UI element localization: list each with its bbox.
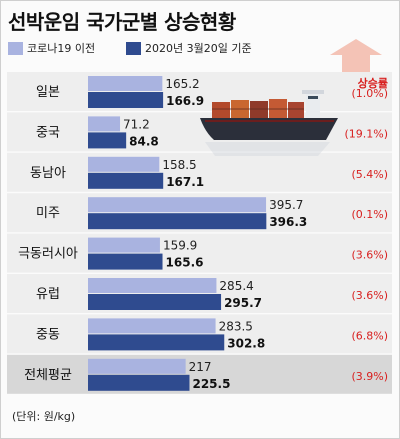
increase-rate-label: (1.0%) <box>351 87 388 100</box>
increase-rate-label: (6.8%) <box>351 329 388 342</box>
category-label: 극동러시아 <box>18 247 78 262</box>
value-label-after: 166.9 <box>166 94 204 108</box>
value-label-before: 285.4 <box>219 279 253 293</box>
value-label-after: 165.6 <box>166 256 204 270</box>
value-label-before: 395.7 <box>269 198 303 212</box>
value-label-before: 217 <box>189 360 212 374</box>
category-label: 중국 <box>36 125 60 140</box>
bar-before <box>88 116 121 132</box>
legend-swatch-after <box>126 41 141 55</box>
bar-after <box>88 294 222 310</box>
unit-note: (단위: 원/kg) <box>12 410 76 423</box>
chart-title: 선박운임 국가군별 상승현황 <box>8 10 236 34</box>
category-label: 미주 <box>36 206 60 221</box>
category-label: 중동 <box>36 327 60 342</box>
bar-after <box>88 253 163 270</box>
category-label: 유럽 <box>36 287 60 302</box>
increase-rate-label: (3.9%) <box>351 370 388 383</box>
increase-rate-label: (3.6%) <box>351 289 388 302</box>
value-label-after: 302.8 <box>227 336 265 350</box>
value-label-before: 165.2 <box>165 77 199 91</box>
legend-label-before: 코로나19 이전 <box>27 42 96 55</box>
value-label-before: 71.2 <box>123 117 150 131</box>
value-label-before: 159.9 <box>163 239 197 253</box>
value-label-after: 225.5 <box>192 377 230 391</box>
value-label-before: 283.5 <box>219 319 253 333</box>
row-background <box>7 233 392 273</box>
bar-after <box>88 172 164 189</box>
value-label-after: 295.7 <box>224 296 262 310</box>
value-label-after: 84.8 <box>129 134 159 148</box>
category-label: 동남아 <box>30 166 66 181</box>
row-background <box>7 72 392 111</box>
legend-swatch-before <box>8 41 23 55</box>
legend-item-before: 코로나19 이전 <box>8 40 95 56</box>
bar-before <box>88 156 160 172</box>
category-label: 일본 <box>36 85 60 100</box>
bar-after <box>88 132 127 149</box>
up-arrow-icon <box>330 39 382 77</box>
category-label: 전체평균 <box>24 368 72 383</box>
bar-before <box>88 278 217 293</box>
bar-before <box>88 76 163 91</box>
value-label-before: 158.5 <box>162 158 196 172</box>
legend-item-after: 2020년 3월20일 기준 <box>126 40 252 56</box>
bar-before <box>88 358 186 374</box>
increase-rate-label: (3.6%) <box>351 249 388 262</box>
bar-before <box>88 197 267 213</box>
rate-header: 상승률 <box>358 76 388 90</box>
bar-before <box>88 318 216 334</box>
bar-after <box>88 334 225 351</box>
value-label-after: 167.1 <box>166 175 204 189</box>
bar-after <box>88 92 164 108</box>
value-label-after: 396.3 <box>269 215 307 229</box>
bar-after <box>88 213 267 230</box>
increase-rate-label: (5.4%) <box>351 168 388 181</box>
legend-label-after: 2020년 3월20일 기준 <box>145 42 252 55</box>
bar-after <box>88 374 190 391</box>
bar-before <box>88 237 160 253</box>
increase-rate-label: (0.1%) <box>351 208 388 221</box>
row-background <box>7 354 392 394</box>
row-background <box>7 152 392 192</box>
increase-rate-label: (19.1%) <box>344 127 388 140</box>
container-ship-icon <box>200 90 338 156</box>
